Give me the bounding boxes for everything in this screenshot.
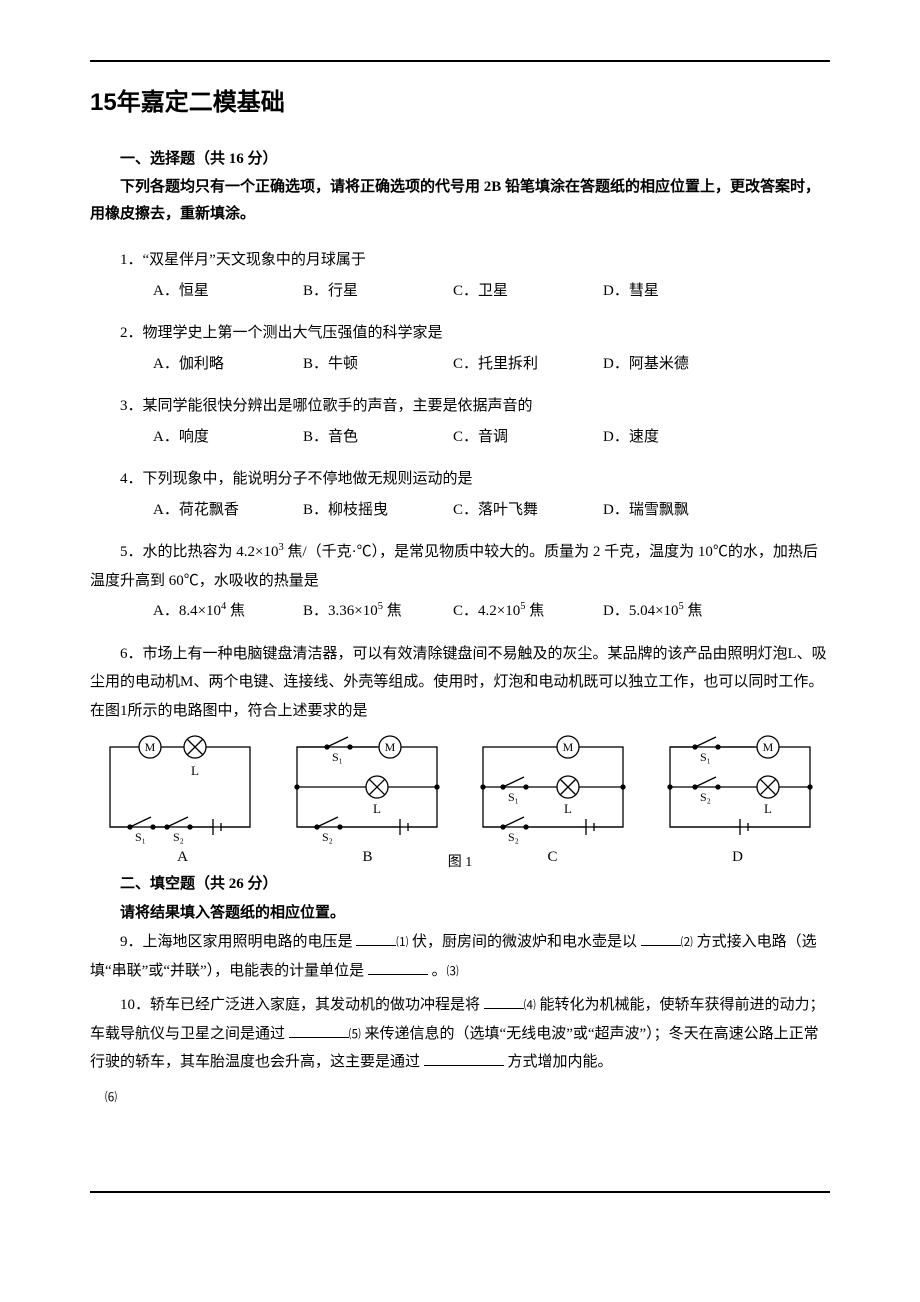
q9-blank1 [356, 930, 396, 946]
q10-n1: ⑷ [524, 998, 536, 1012]
q4-stem: 4．下列现象中，能说明分子不停地做无规则运动的是 [90, 465, 830, 494]
q2-stem: 2．物理学史上第一个测出大气压强值的科学家是 [90, 319, 830, 348]
circuit-labels: A B C D 图 1 [90, 849, 830, 866]
svg-text:L: L [764, 801, 772, 816]
svg-text:S₁: S₁ [700, 750, 711, 764]
q9-p2: 伏，厨房间的微波炉和电水壶是以 [412, 934, 637, 950]
svg-text:S₂: S₂ [173, 830, 184, 844]
q5-stem: 5．水的比热容为 4.2×103 焦/（千克·℃），是常见物质中较大的。质量为 … [90, 538, 830, 595]
q6-stem: 6．市场上有一种电脑键盘清洁器，可以有效清除键盘间不易触及的灰尘。某品牌的该产品… [90, 640, 830, 726]
q10-blank2 [289, 1022, 349, 1038]
q10-n2: ⑸ [349, 1027, 361, 1041]
q10-p1: 10．轿车已经广泛进入家庭，其发动机的做功冲程是将 [120, 997, 480, 1013]
q9-n2: ⑵ [681, 935, 693, 949]
circuit-C-svg: M S₁ L S₂ [468, 735, 638, 845]
q5-C-pre: C．4.2×10 [453, 603, 520, 619]
circuit-A: M L S₁ S₂ [90, 735, 271, 845]
svg-text:S₁: S₁ [135, 830, 146, 844]
q2-D: D．阿基米德 [603, 350, 753, 379]
circuit-D-svg: S₁ M S₂ L [655, 735, 825, 845]
section2-instructions: 请将结果填入答题纸的相应位置。 [90, 901, 830, 922]
svg-text:M: M [145, 740, 156, 754]
page: 15年嘉定二模基础 一、选择题（共 16 分） 下列各题均只有一个正确选项，请将… [0, 0, 920, 1253]
q5-C: C．4.2×105 焦 [453, 597, 603, 626]
circuit-C: M S₁ L S₂ [463, 735, 644, 845]
q3-options: A．响度 B．音色 C．音调 D．速度 [90, 423, 830, 452]
circuit-label-B: B [275, 849, 460, 866]
q3-D: D．速度 [603, 423, 753, 452]
circuit-label-D: D [645, 849, 830, 866]
svg-text:S₁: S₁ [508, 790, 519, 804]
q5-A: A．8.4×104 焦 [153, 597, 303, 626]
q1-B: B．行星 [303, 277, 453, 306]
bottom-rule [90, 1191, 830, 1193]
q10-blank3 [424, 1050, 504, 1066]
q2-options: A．伽利略 B．牛顿 C．托里拆利 D．阿基米德 [90, 350, 830, 379]
q9: 9．上海地区家用照明电路的电压是 ⑴ 伏，厨房间的微波炉和电水壶是以 ⑵ 方式接… [90, 928, 830, 985]
section2-heading: 二、填空题（共 26 分） [90, 872, 830, 893]
q5-D: D．5.04×105 焦 [603, 597, 753, 626]
q9-n1: ⑴ [396, 935, 408, 949]
q2-B: B．牛顿 [303, 350, 453, 379]
q5-options: A．8.4×104 焦 B．3.36×105 焦 C．4.2×105 焦 D．5… [90, 597, 830, 626]
svg-text:L: L [191, 763, 199, 778]
circuit-B-svg: S₁ M L S₂ [282, 735, 452, 845]
svg-text:M: M [384, 740, 395, 754]
q1-options: A．恒星 B．行星 C．卫星 D．彗星 [90, 277, 830, 306]
circuit-B: S₁ M L S₂ [277, 735, 458, 845]
q10-p4: 方式增加内能。 [508, 1054, 613, 1070]
circuit-diagrams: M L S₁ S₂ [90, 735, 830, 845]
q2-A: A．伽利略 [153, 350, 303, 379]
q5-A-pre: A．8.4×10 [153, 603, 221, 619]
q5-stem-pre: 5．水的比热容为 4.2×10 [120, 544, 278, 560]
svg-text:S₂: S₂ [322, 830, 333, 844]
q1-D: D．彗星 [603, 277, 753, 306]
q4-B: B．柳枝摇曳 [303, 496, 453, 525]
circuit-label-A: A [90, 849, 275, 866]
q3-B: B．音色 [303, 423, 453, 452]
q10-n3-line: ⑹ [90, 1083, 830, 1112]
q9-blank3 [368, 959, 428, 975]
q1-C: C．卫星 [453, 277, 603, 306]
q2-C: C．托里拆利 [453, 350, 603, 379]
circuit-A-svg: M L S₁ S₂ [95, 735, 265, 845]
q5-D-pre: D．5.04×10 [603, 603, 679, 619]
q5-B-suf: 焦 [383, 603, 402, 619]
q4-A: A．荷花飘香 [153, 496, 303, 525]
q4-C: C．落叶飞舞 [453, 496, 603, 525]
svg-text:S₁: S₁ [332, 750, 343, 764]
svg-text:L: L [564, 801, 572, 816]
q3-stem: 3．某同学能很快分辨出是哪位歌手的声音，主要是依据声音的 [90, 392, 830, 421]
q1-A: A．恒星 [153, 277, 303, 306]
q3-A: A．响度 [153, 423, 303, 452]
q5-A-suf: 焦 [226, 603, 245, 619]
q5-B: B．3.36×105 焦 [303, 597, 453, 626]
svg-text:S₂: S₂ [700, 790, 711, 804]
q4-D: D．瑞雪飘飘 [603, 496, 753, 525]
q4-options: A．荷花飘香 B．柳枝摇曳 C．落叶飞舞 D．瑞雪飘飘 [90, 496, 830, 525]
q9-p1: 9．上海地区家用照明电路的电压是 [120, 934, 353, 950]
svg-text:M: M [563, 740, 574, 754]
q5-B-pre: B．3.36×10 [303, 603, 378, 619]
q5-C-suf: 焦 [525, 603, 544, 619]
circuit-label-C: C [460, 849, 645, 866]
q10-n3: ⑹ [105, 1090, 117, 1104]
section1-instructions: 下列各题均只有一个正确选项，请将正确选项的代号用 2B 铅笔填涂在答题纸的相应位… [90, 174, 830, 228]
q10-blank1 [484, 993, 524, 1009]
svg-text:M: M [762, 740, 773, 754]
q10: 10．轿车已经广泛进入家庭，其发动机的做功冲程是将 ⑷ 能转化为机械能，使轿车获… [90, 991, 830, 1077]
q9-blank2 [641, 930, 681, 946]
top-rule [90, 60, 830, 62]
q1-stem: 1．“双星伴月”天文现象中的月球属于 [90, 246, 830, 275]
q9-n3: ⑶ [447, 964, 459, 978]
q3-C: C．音调 [453, 423, 603, 452]
section1-heading: 一、选择题（共 16 分） [90, 147, 830, 168]
page-title: 15年嘉定二模基础 [90, 82, 830, 117]
circuit-D: S₁ M S₂ L [650, 735, 831, 845]
svg-text:L: L [373, 801, 381, 816]
q9-p4: 。 [432, 963, 447, 979]
q5-D-suf: 焦 [684, 603, 703, 619]
svg-text:S₂: S₂ [508, 830, 519, 844]
